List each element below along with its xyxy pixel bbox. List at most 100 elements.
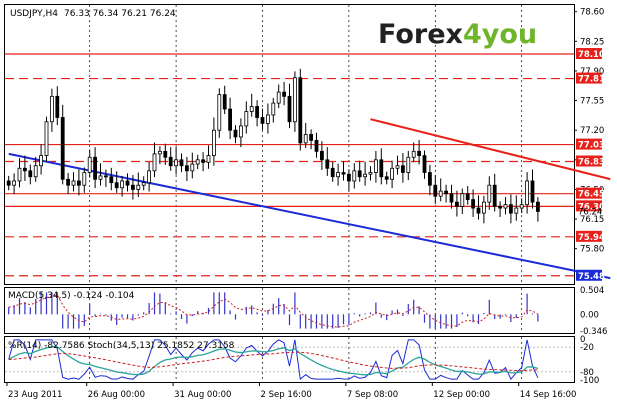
- level-tag-bg: [576, 48, 602, 60]
- candle-body: [39, 155, 43, 167]
- candle-body: [12, 180, 17, 186]
- candle-body: [476, 207, 481, 214]
- candle-body: [93, 156, 97, 180]
- candle-body: [233, 129, 238, 138]
- candle-body: [136, 184, 141, 190]
- level-tag-bg: [576, 138, 602, 150]
- candle-body: [346, 173, 351, 182]
- candle-body: [125, 180, 130, 186]
- candle-body: [271, 102, 276, 116]
- price-tick-label: 78.60: [580, 8, 604, 18]
- level-tag-label: 75.94: [578, 233, 605, 243]
- candle-body: [530, 180, 535, 203]
- stochastic-signal-line: [8, 351, 538, 372]
- time-tick-label: 12 Sep 00:00: [433, 390, 490, 400]
- candle-body: [222, 94, 227, 110]
- candle-body: [341, 172, 346, 175]
- time-tick-label: 14 Sep 16:00: [520, 390, 577, 400]
- price-axis: 78.6078.2577.9077.5577.2076.8576.5076.15…: [574, 8, 604, 255]
- price-tick-label: 77.55: [580, 97, 604, 107]
- level-tag-bg: [576, 269, 602, 281]
- candle-body: [292, 77, 297, 123]
- candle-body: [147, 170, 152, 184]
- candle-body: [395, 165, 400, 169]
- candle-body: [314, 139, 319, 152]
- candle-body: [384, 176, 389, 180]
- macd-tick-label: 0.504: [580, 286, 604, 296]
- price-tick-label: 77.20: [580, 126, 604, 136]
- oscillator-tick-label: -20: [580, 343, 594, 353]
- level-tags: 78.10 77.81 77.03 76.83 76.45 76.30 75.94 75.48…: [576, 48, 605, 282]
- level-tag-bg: [576, 200, 602, 212]
- candle-body: [298, 77, 303, 144]
- candle-body: [114, 182, 119, 189]
- candle-body: [98, 175, 103, 180]
- candle-body: [141, 182, 146, 186]
- candle-body: [357, 170, 362, 178]
- candle-body: [50, 95, 54, 123]
- oscillator-panel-frame: [4, 336, 575, 383]
- level-tag-label: 76.30: [578, 202, 605, 212]
- price-tick-label: 77.90: [580, 67, 604, 77]
- trendlines: [8, 118, 611, 280]
- candle-body: [66, 178, 70, 186]
- forex4you-logo: Forex4you: [378, 19, 537, 50]
- candle-body: [6, 180, 11, 186]
- macd-histogram: 0.504 0.00 -0.346: [8, 286, 607, 337]
- candle-body: [525, 180, 529, 206]
- level-tag-label: 78.10: [578, 50, 605, 60]
- candle-body: [514, 207, 519, 214]
- candle-body: [427, 172, 432, 186]
- candle-body: [22, 167, 27, 172]
- candle-body: [309, 134, 314, 141]
- logo-part-forex: Forex: [378, 19, 463, 50]
- oscillator-tick-label: -100: [580, 376, 599, 386]
- candle-body: [336, 172, 341, 178]
- level-tag-bg: [576, 230, 602, 242]
- oscillator-lines: 0-20 -80-100: [5, 335, 599, 386]
- candle-body: [17, 167, 22, 182]
- candle-body: [228, 108, 233, 131]
- candle-body: [157, 150, 162, 155]
- candle-body: [465, 193, 470, 200]
- time-tick-label: 7 Sep 08:00: [347, 390, 398, 400]
- candle-body: [400, 165, 405, 173]
- oscillator-tick-label: -80: [580, 368, 594, 378]
- time-tick-label: 2 Sep 16:00: [261, 390, 312, 400]
- candle-body: [238, 125, 243, 138]
- level-tag-label: 76.45: [578, 190, 605, 200]
- support-trendline: [8, 152, 611, 280]
- candle-body: [179, 159, 184, 167]
- candle-body: [433, 184, 438, 197]
- price-tick-label: 76.15: [580, 215, 604, 225]
- candle-body: [130, 184, 135, 190]
- candle-body: [120, 180, 124, 189]
- candle-body: [287, 95, 292, 123]
- symbol-label: USDJPY,H4: [10, 9, 58, 19]
- macd-tick-label: -0.346: [580, 327, 607, 337]
- candle-body: [503, 204, 508, 209]
- candle-body: [303, 134, 308, 144]
- level-tag-label: 76.83: [578, 158, 605, 168]
- candle-body: [190, 163, 195, 172]
- candle-body: [363, 173, 368, 178]
- candle-body: [536, 201, 540, 212]
- candle-body: [152, 153, 157, 172]
- time-tick-label: 31 Aug 00:00: [174, 390, 231, 400]
- candle-body: [255, 106, 260, 118]
- logo-text: Forex4you: [378, 19, 537, 50]
- candle-body: [77, 180, 81, 186]
- candle-body: [206, 155, 211, 163]
- time-axis: 23 Aug 2011 26 Aug 00:00 31 Aug 00:00 2 Sep…: [6, 383, 577, 400]
- candle-body: [195, 159, 200, 165]
- candle-body: [276, 91, 281, 104]
- candle-body: [411, 150, 416, 158]
- candle-body: [438, 190, 443, 197]
- candle-body: [454, 201, 459, 207]
- level-tag-label: 75.48: [578, 272, 605, 282]
- candle-body: [249, 106, 254, 112]
- candle-body: [471, 199, 476, 209]
- candle-body: [211, 129, 216, 156]
- stochastic-main-line: [8, 345, 539, 376]
- candle-body: [390, 167, 395, 180]
